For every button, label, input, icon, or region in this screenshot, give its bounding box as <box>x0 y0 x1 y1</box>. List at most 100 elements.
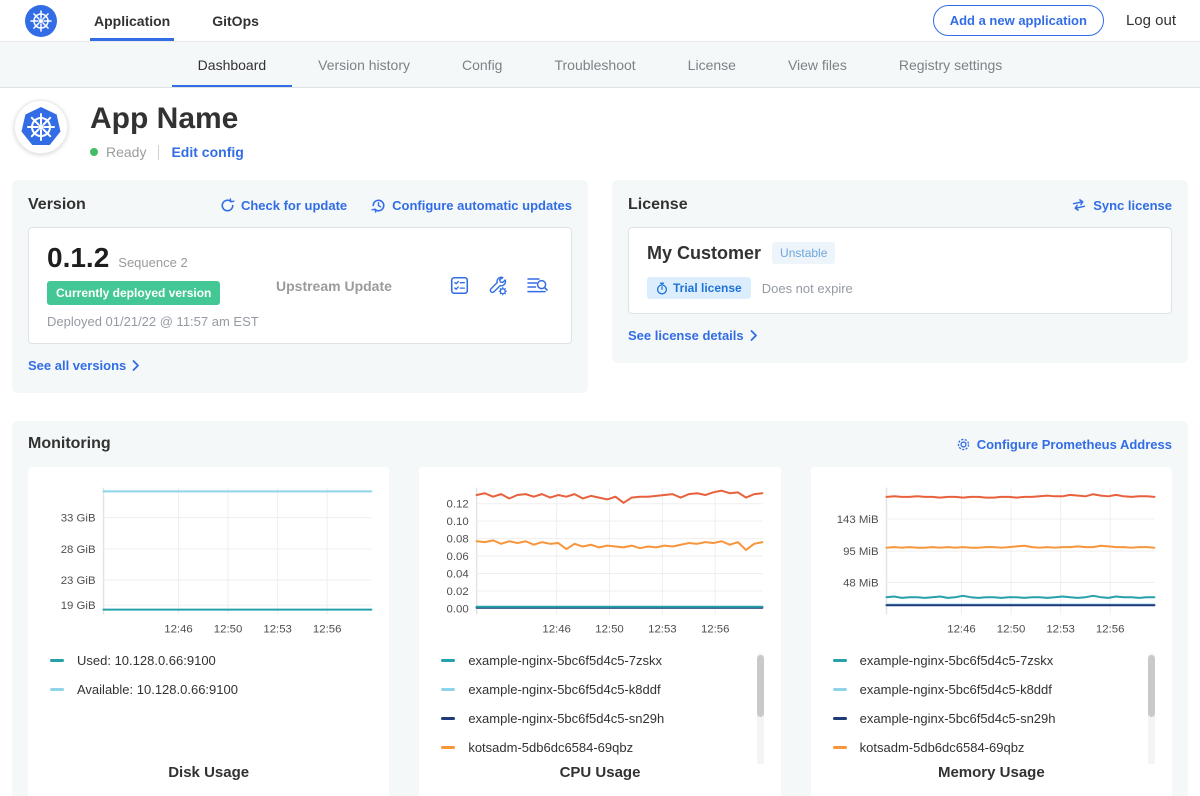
tab-config[interactable]: Config <box>462 56 503 73</box>
legend-label: example-nginx-5bc6f5d4c5-sn29h <box>859 711 1056 726</box>
svg-text:12:53: 12:53 <box>1046 623 1075 635</box>
legend-item: Available: 10.128.0.66:9100 <box>50 682 353 697</box>
tab-registry-settings[interactable]: Registry settings <box>898 56 1003 73</box>
disk-usage-title: Disk Usage <box>168 764 250 781</box>
legend-item: example-nginx-5bc6f5d4c5-sn29h <box>832 711 1136 726</box>
configure-automatic-updates-link[interactable]: Configure automatic updates <box>371 198 572 213</box>
deploy-logs-button[interactable] <box>526 276 549 295</box>
version-card-title: Version <box>28 196 86 213</box>
version-number: 0.1.2 <box>47 242 110 273</box>
tab-version-history[interactable]: Version history <box>318 56 410 73</box>
cpu-usage-chart-card: 0.12 0.10 0.08 0.06 0.04 0.02 0.00 12:46 12:50 12… <box>419 467 781 796</box>
legend-label: example-nginx-5bc6f5d4c5-sn29h <box>468 711 665 726</box>
trial-license-label: Trial license <box>673 281 742 295</box>
legend-label: example-nginx-5bc6f5d4c5-7zskx <box>859 653 1054 668</box>
svg-text:12:46: 12:46 <box>947 623 976 635</box>
legend-color-dash <box>832 717 847 720</box>
legend-color-dash <box>50 659 64 662</box>
status-dot <box>90 148 98 156</box>
configure-automatic-updates-label: Configure automatic updates <box>392 197 572 213</box>
svg-text:12:56: 12:56 <box>313 623 342 635</box>
trial-license-badge: Trial license <box>647 277 751 299</box>
memory-usage-chart: 143 MiB 95 MiB 48 MiB 12:46 12:50 12:53 12:56 <box>836 487 1156 635</box>
nav-tab-gitops[interactable]: GitOps <box>208 0 263 41</box>
see-all-versions-link[interactable]: See all versions <box>28 358 140 373</box>
svg-text:23 GiB: 23 GiB <box>61 575 96 587</box>
svg-text:48 MiB: 48 MiB <box>843 577 879 589</box>
edit-config-link[interactable]: Edit config <box>171 144 244 160</box>
license-details-box: My Customer Unstable Trial license Does … <box>628 227 1172 314</box>
configure-prometheus-label: Configure Prometheus Address <box>976 436 1172 452</box>
add-application-button[interactable]: Add a new application <box>932 5 1104 36</box>
check-for-update-link[interactable]: Check for update <box>220 198 347 213</box>
nav-tab-application[interactable]: Application <box>90 0 175 41</box>
chevron-right-icon <box>750 330 757 341</box>
nav-tab-gitops-label: GitOps <box>212 12 259 29</box>
sync-license-link[interactable]: Sync license <box>1071 198 1172 213</box>
version-sequence: Sequence 2 <box>118 255 188 270</box>
svg-text:0.10: 0.10 <box>447 516 469 528</box>
sync-arrows-icon <box>1073 199 1086 211</box>
top-nav: Application GitOps Add a new application… <box>0 0 1200 42</box>
legend-color-dash <box>832 688 847 691</box>
refresh-icon <box>221 197 235 211</box>
svg-text:12:46: 12:46 <box>543 623 572 635</box>
legend-color-dash <box>50 688 64 691</box>
cpu-usage-chart: 0.12 0.10 0.08 0.06 0.04 0.02 0.00 12:46 12:50 12… <box>447 487 764 635</box>
legend-label: example-nginx-5bc6f5d4c5-k8ddf <box>468 682 661 697</box>
tab-troubleshoot[interactable]: Troubleshoot <box>554 56 636 73</box>
monitoring-section: Monitoring Configure Prometheus Address … <box>12 421 1188 796</box>
legend-item: example-nginx-5bc6f5d4c5-7zskx <box>441 653 744 668</box>
legend-label: kotsadm-5db6dc6584-69qbz <box>468 740 634 755</box>
sync-license-label: Sync license <box>1093 197 1172 213</box>
monitoring-title: Monitoring <box>28 435 111 452</box>
license-card: License Sync license My Customer Unstabl… <box>612 180 1188 363</box>
memory-usage-legend: example-nginx-5bc6f5d4c5-7zskx example-ng… <box>823 651 1160 764</box>
see-license-details-label: See license details <box>628 328 744 343</box>
preflight-checklist-button[interactable] <box>449 275 470 296</box>
legend-scrollbar[interactable] <box>756 653 764 764</box>
legend-color-dash <box>441 717 456 720</box>
divider <box>158 144 160 160</box>
schedule-clock-icon <box>371 199 385 213</box>
nav-tab-application-label: Application <box>94 12 171 29</box>
legend-color-dash <box>441 659 456 662</box>
legend-item: kotsadm-5db6dc6584-69qbz <box>832 740 1136 755</box>
svg-text:12:53: 12:53 <box>263 623 292 635</box>
legend-scrollbar-thumb[interactable] <box>1148 655 1155 717</box>
check-for-update-label: Check for update <box>240 197 348 213</box>
see-all-versions-label: See all versions <box>28 358 127 373</box>
svg-text:0.08: 0.08 <box>447 534 469 546</box>
tab-view-files[interactable]: View files <box>787 56 847 73</box>
disk-usage-legend: Used: 10.128.0.66:9100 Available: 10.128.… <box>40 651 377 764</box>
svg-text:28 GiB: 28 GiB <box>61 544 96 556</box>
deployed-badge: Currently deployed version <box>47 281 221 305</box>
legend-scrollbar[interactable] <box>1148 653 1155 764</box>
legend-scrollbar-thumb[interactable] <box>756 655 764 717</box>
legend-item: example-nginx-5bc6f5d4c5-k8ddf <box>832 682 1136 697</box>
stopwatch-icon <box>656 282 668 294</box>
current-version-box: 0.1.2 Sequence 2 Currently deployed vers… <box>28 227 572 344</box>
memory-usage-chart-card: 143 MiB 95 MiB 48 MiB 12:46 12:50 12:53 12:56 … <box>810 467 1172 796</box>
svg-text:0.00: 0.00 <box>447 603 469 615</box>
see-license-details-link[interactable]: See license details <box>628 328 758 343</box>
customer-name: My Customer <box>647 242 762 263</box>
app-avatar <box>14 100 68 154</box>
edit-config-version-button[interactable] <box>487 275 509 297</box>
channel-badge: Unstable <box>772 242 836 264</box>
logs-magnifier-icon <box>527 278 548 293</box>
wrench-gear-icon <box>489 276 507 295</box>
tab-dashboard[interactable]: Dashboard <box>171 42 293 87</box>
legend-label: Available: 10.128.0.66:9100 <box>77 682 238 697</box>
chevron-right-icon <box>132 360 140 371</box>
legend-item: example-nginx-5bc6f5d4c5-k8ddf <box>441 682 744 697</box>
svg-text:19 GiB: 19 GiB <box>61 600 96 612</box>
configure-prometheus-link[interactable]: Configure Prometheus Address <box>956 437 1172 452</box>
checklist-icon <box>450 276 469 295</box>
legend-label: example-nginx-5bc6f5d4c5-7zskx <box>468 653 662 668</box>
tab-license[interactable]: License <box>687 56 736 73</box>
logout-button[interactable]: Log out <box>1125 12 1176 29</box>
legend-label: example-nginx-5bc6f5d4c5-k8ddf <box>859 682 1052 697</box>
svg-text:12:46: 12:46 <box>164 623 193 635</box>
app-name-title: App Name <box>90 102 239 135</box>
